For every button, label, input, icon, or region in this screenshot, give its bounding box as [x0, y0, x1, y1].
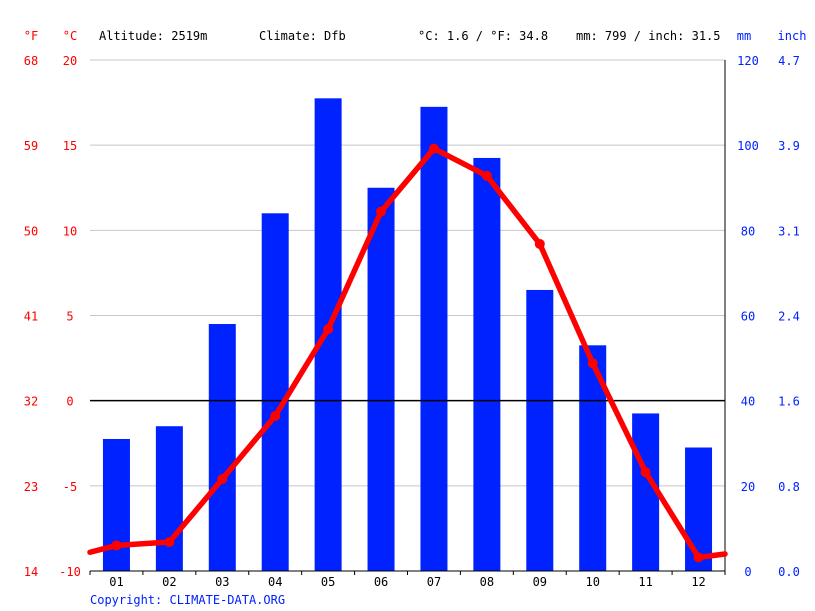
precip-total-label: mm: 799 / inch: 31.5	[576, 29, 721, 43]
temperature-point	[323, 324, 334, 335]
temperature-point	[217, 474, 228, 485]
y-tick-label-inch: 0.0	[778, 565, 800, 579]
temperature-point	[376, 206, 387, 217]
altitude-label: Altitude: 2519m	[99, 29, 207, 43]
precipitation-bar	[367, 187, 395, 571]
temperature-point	[640, 467, 651, 478]
precipitation-bar	[155, 426, 183, 571]
y-tick-label-f: 32	[24, 395, 38, 409]
y-tick-label-inch: 3.1	[778, 224, 800, 238]
y-tick-label-f: 41	[24, 310, 38, 324]
y-tick-label-c: 10	[63, 224, 77, 238]
x-tick-label: 04	[268, 575, 282, 589]
temperature-point	[481, 170, 492, 181]
unit-mm-label: mm	[737, 29, 751, 43]
grid-lines	[90, 59, 725, 487]
precipitation-bar	[420, 106, 448, 571]
x-tick-label: 06	[374, 575, 388, 589]
copyright-link[interactable]: Copyright: CLIMATE-DATA.ORG	[90, 593, 285, 607]
temperature-point	[428, 143, 439, 154]
unit-inch-label: inch	[778, 29, 807, 43]
y-tick-label-mm: 20	[741, 480, 755, 494]
y-tick-label-mm: 40	[741, 395, 755, 409]
y-tick-label-c: 15	[63, 139, 77, 153]
x-tick-label: 03	[215, 575, 229, 589]
climate-label: Climate: Dfb	[259, 29, 346, 43]
y-tick-label-c: -5	[63, 480, 77, 494]
x-tick-label: 12	[691, 575, 705, 589]
x-tick-label: 11	[638, 575, 652, 589]
y-tick-label-f: 59	[24, 139, 38, 153]
unit-c-label: °C	[63, 29, 77, 43]
y-tick-label-inch: 2.4	[778, 310, 800, 324]
y-tick-label-c: -10	[59, 565, 81, 579]
y-tick-label-mm: 60	[741, 310, 755, 324]
temperature-point	[693, 552, 704, 563]
temperature-point	[270, 410, 281, 421]
x-tick-label: 01	[109, 575, 123, 589]
y-tick-label-inch: 3.9	[778, 139, 800, 153]
precipitation-bar	[314, 98, 342, 571]
temperature-point	[164, 537, 175, 548]
y-tick-label-f: 14	[24, 565, 38, 579]
precipitation-bar	[526, 289, 554, 571]
x-tick-label: 10	[585, 575, 599, 589]
y-tick-label-f: 68	[24, 54, 38, 68]
x-tick-label: 02	[162, 575, 176, 589]
temperature-series-line	[87, 145, 728, 561]
axes	[89, 60, 726, 575]
x-tick-label: 08	[480, 575, 494, 589]
y-tick-label-mm: 0	[744, 565, 751, 579]
y-tick-label-c: 0	[66, 395, 73, 409]
precipitation-bar	[473, 157, 501, 572]
x-tick-label: 05	[321, 575, 335, 589]
precipitation-bar	[208, 324, 236, 571]
precipitation-bar	[632, 413, 660, 571]
precipitation-bar	[102, 438, 130, 571]
temperature-line	[87, 143, 728, 563]
y-tick-label-f: 23	[24, 480, 38, 494]
temperature-point	[534, 238, 545, 249]
temperature-point	[111, 540, 122, 551]
y-tick-label-f: 50	[24, 224, 38, 238]
y-tick-label-inch: 0.8	[778, 480, 800, 494]
x-tick-label: 07	[427, 575, 441, 589]
y-tick-label-mm: 80	[741, 224, 755, 238]
precipitation-bar	[685, 447, 713, 571]
unit-f-label: °F	[24, 29, 38, 43]
temperature-point	[587, 358, 598, 369]
header: °F °C Altitude: 2519m Climate: Dfb °C: 1…	[24, 29, 807, 43]
y-tick-label-mm: 120	[737, 54, 759, 68]
y-tick-label-c: 5	[66, 310, 73, 324]
avg-temp-label: °C: 1.6 / °F: 34.8	[418, 29, 548, 43]
y-tick-label-c: 20	[63, 54, 77, 68]
precipitation-bars	[102, 98, 713, 572]
x-tick-label: 09	[533, 575, 547, 589]
precipitation-bar	[261, 213, 289, 572]
tick-labels: 14 -10 0 0.023 -5 20 0.832 0 40 1.641 5 60 2.450 10 80…	[24, 54, 800, 589]
y-tick-label-inch: 4.7	[778, 54, 800, 68]
y-tick-label-mm: 100	[737, 139, 759, 153]
y-tick-label-inch: 1.6	[778, 395, 800, 409]
